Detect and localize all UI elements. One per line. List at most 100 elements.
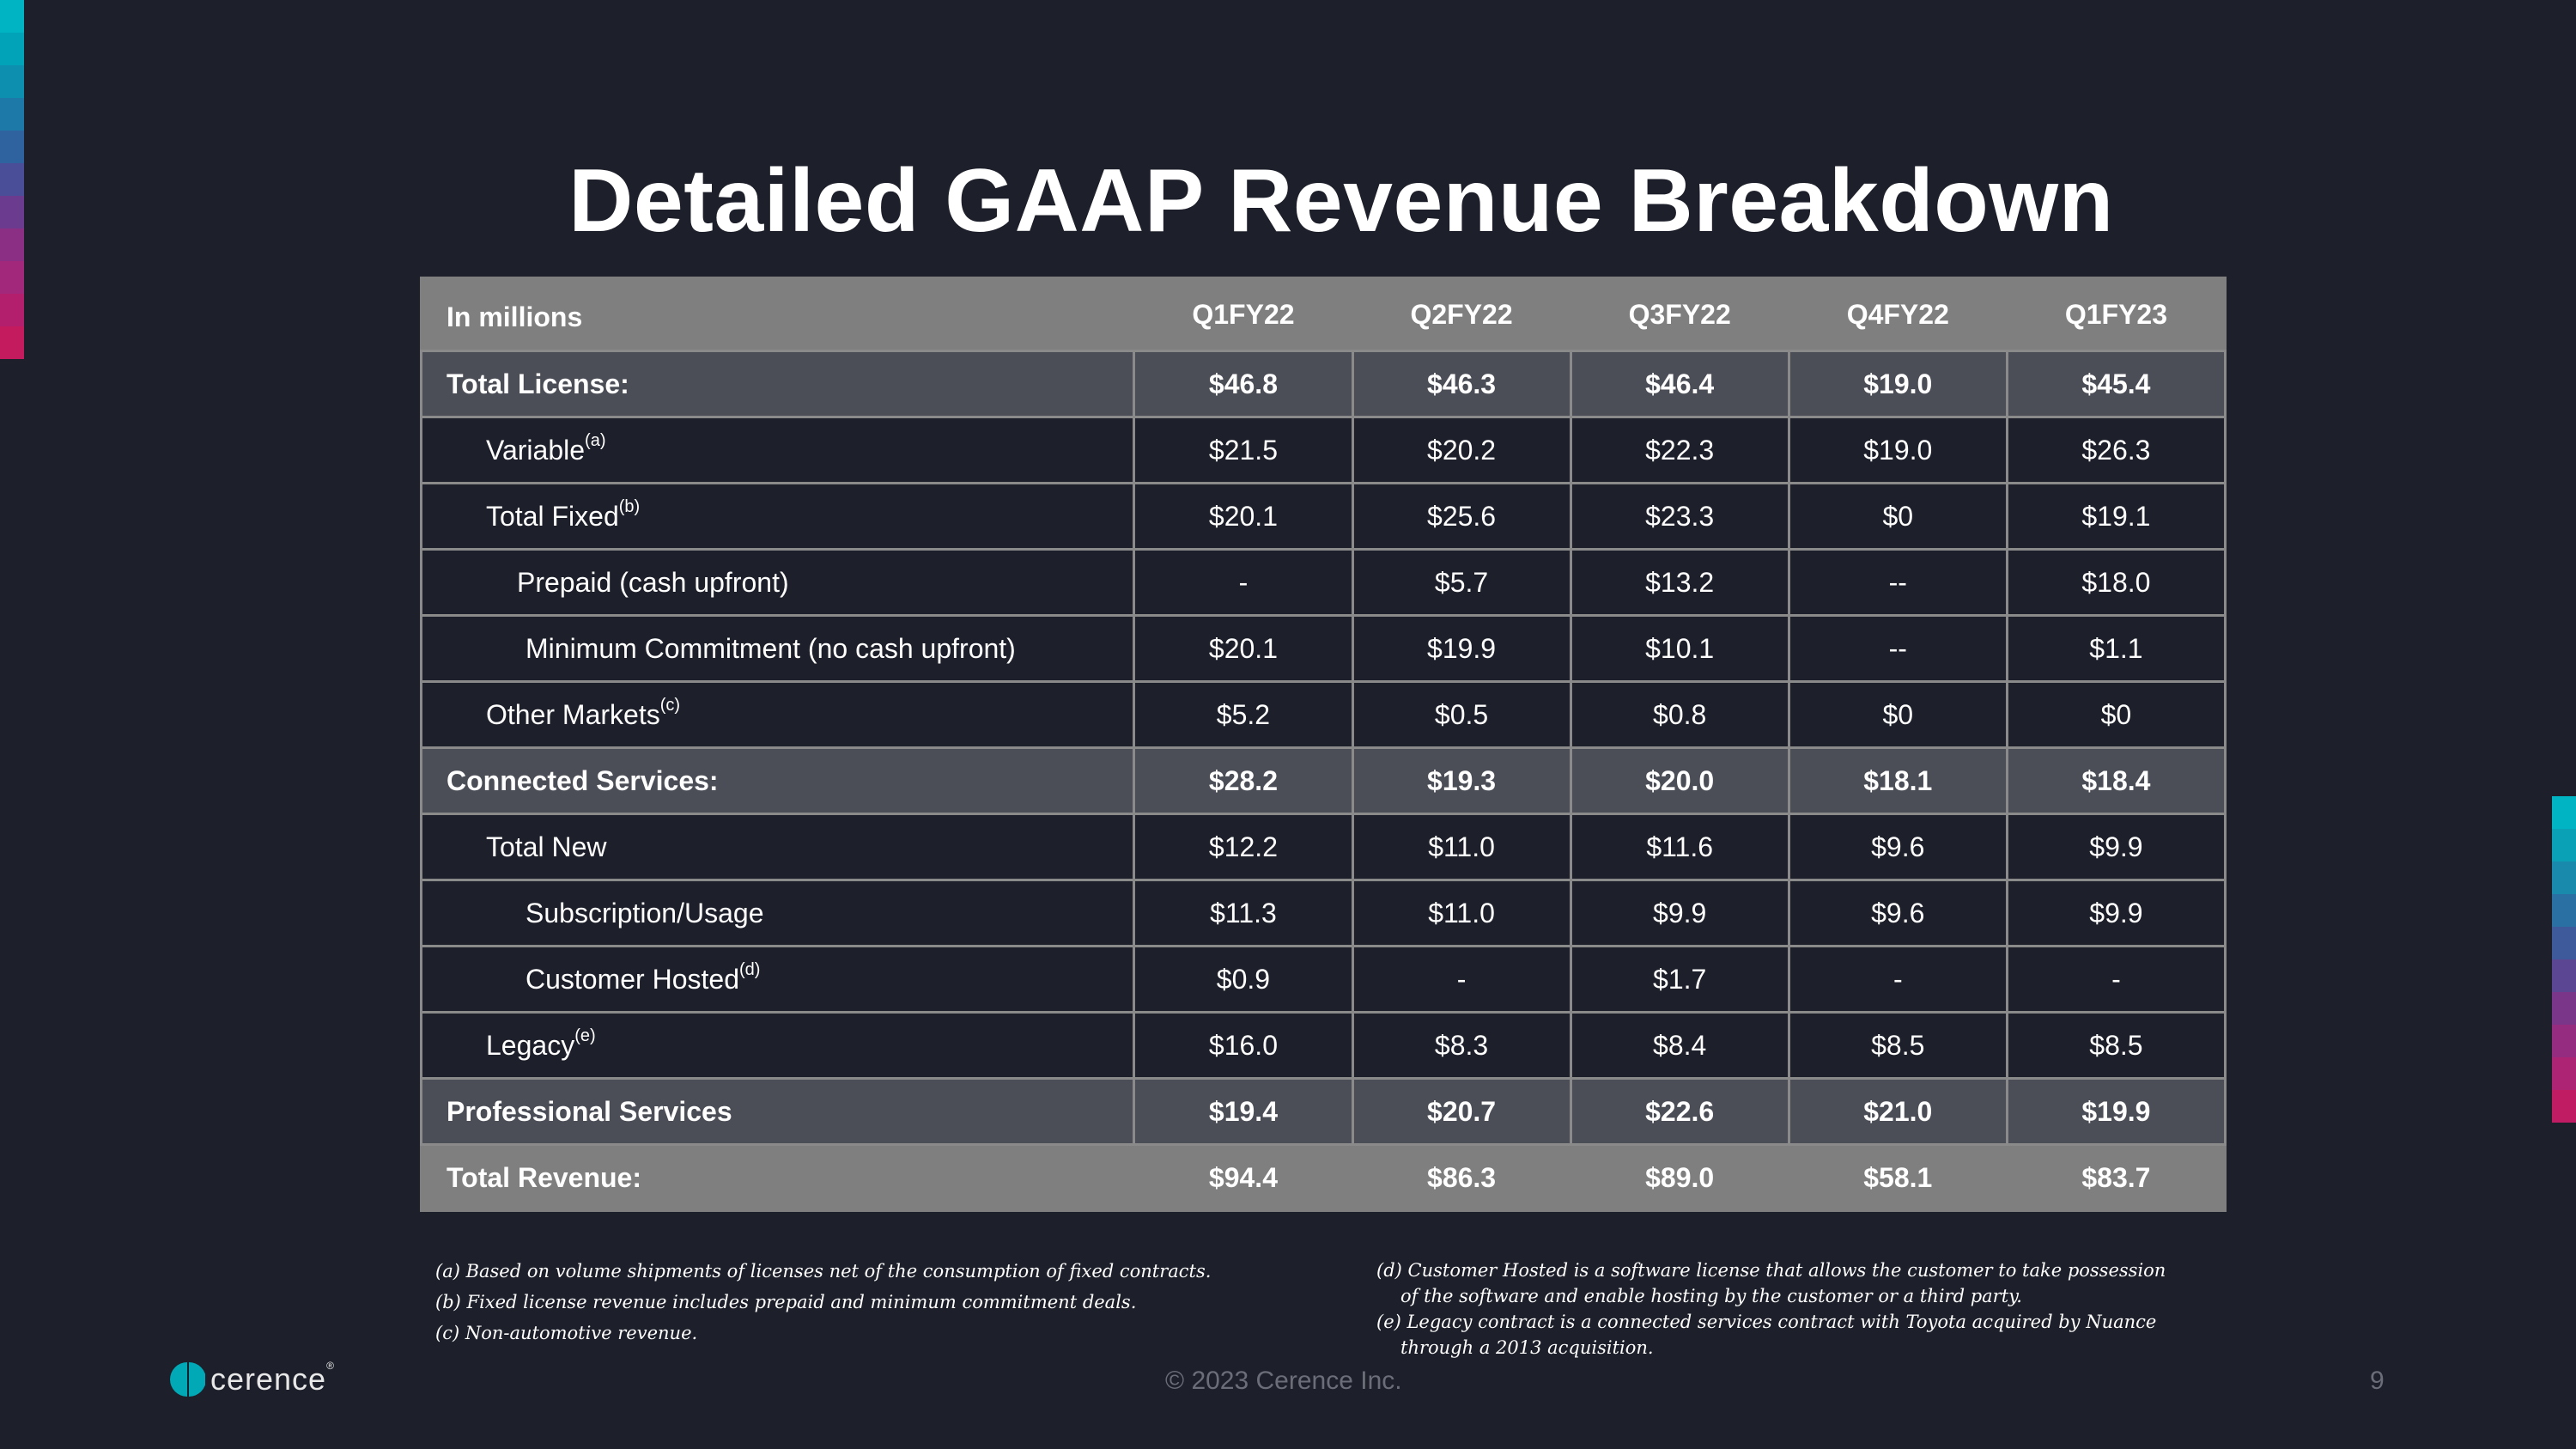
table-cell: $86.3 xyxy=(1351,1143,1572,1212)
footnote-continuation: of the software and enable hosting by th… xyxy=(1400,1286,2022,1306)
table-cell: $20.2 xyxy=(1351,416,1572,484)
table-cell: $9.6 xyxy=(1787,879,2008,947)
stripe-segment xyxy=(2552,1025,2576,1057)
table-cell: $18.0 xyxy=(2005,548,2227,617)
table-cell: $5.2 xyxy=(1133,680,1354,749)
table-cell: $20.1 xyxy=(1133,482,1354,551)
row-label: Total New xyxy=(419,813,1136,881)
copyright-text: © 2023 Cerence Inc. xyxy=(1165,1367,1402,1395)
table-row: Professional Services $19.4 $20.7 $22.6 $21.… xyxy=(419,1077,2227,1146)
row-label-text: Total New xyxy=(486,831,607,862)
logo-wordmark: cerence® xyxy=(210,1360,335,1397)
table-cell: $8.5 xyxy=(1787,1011,2008,1080)
column-header: Q2FY22 xyxy=(1351,277,1572,352)
footnote-continuation: through a 2013 acquisition. xyxy=(1400,1337,1654,1358)
row-label-text: Connected Services: xyxy=(447,764,719,796)
table-cell: $0 xyxy=(1787,680,2008,749)
table-cell: $94.4 xyxy=(1133,1143,1354,1212)
footnotes-left: (a) Based on volume shipments of license… xyxy=(435,1256,1211,1349)
cerence-logo: cerence® xyxy=(169,1360,335,1397)
footnote: (c) Non-automotive revenue. xyxy=(435,1323,698,1343)
row-label: Professional Services xyxy=(419,1077,1136,1146)
row-label: Connected Services: xyxy=(419,746,1136,815)
row-label-text: Total License: xyxy=(447,368,629,399)
table-cell: $8.4 xyxy=(1569,1011,1790,1080)
stripe-segment xyxy=(2552,1090,2576,1123)
footnotes-right: (d) Customer Hosted is a software licens… xyxy=(1376,1257,2166,1361)
table-cell: $19.1 xyxy=(2005,482,2227,551)
table-body: Total License: $46.8 $46.3 $46.4 $19.0 $45.4 V… xyxy=(419,350,2227,1212)
stripe-segment xyxy=(2552,829,2576,861)
table-cell: $19.0 xyxy=(1787,416,2008,484)
table-cell: $19.3 xyxy=(1351,746,1572,815)
stripe-segment xyxy=(0,228,24,261)
stripe-segment xyxy=(0,163,24,196)
table-cell: $0.9 xyxy=(1133,945,1354,1014)
row-label-text: Prepaid (cash upfront) xyxy=(517,566,789,598)
table-row: Total License: $46.8 $46.3 $46.4 $19.0 $45.4 xyxy=(419,350,2227,418)
table-cell: $28.2 xyxy=(1133,746,1354,815)
stripe-segment xyxy=(0,65,24,98)
table-cell: $26.3 xyxy=(2005,416,2227,484)
table-cell: $20.0 xyxy=(1569,746,1790,815)
table-cell: $0.5 xyxy=(1351,680,1572,749)
stripe-segment xyxy=(2552,796,2576,829)
table-cell: -- xyxy=(1787,548,2008,617)
table-cell: $22.6 xyxy=(1569,1077,1790,1146)
column-header: Q4FY22 xyxy=(1787,277,2008,352)
row-label-text: Total Fixed xyxy=(486,500,619,532)
page-number: 9 xyxy=(2370,1367,2385,1395)
table-cell: $18.4 xyxy=(2005,746,2227,815)
header-label: In millions xyxy=(419,277,1136,352)
table-row: Total Revenue: $94.4 $86.3 $89.0 $58.1 $83.7 xyxy=(419,1143,2227,1212)
footnote: (b) Fixed license revenue includes prepa… xyxy=(435,1292,1137,1312)
stripe-segment xyxy=(0,131,24,163)
table-cell: $46.8 xyxy=(1133,350,1354,418)
table-cell: $13.2 xyxy=(1569,548,1790,617)
row-label-text: Minimum Commitment (no cash upfront) xyxy=(526,632,1016,664)
stripe-segment xyxy=(0,294,24,326)
table-row: Minimum Commitment (no cash upfront) $20.… xyxy=(419,614,2227,683)
footnote: (a) Based on volume shipments of license… xyxy=(435,1261,1212,1282)
table-cell: $89.0 xyxy=(1569,1143,1790,1212)
stripe-segment xyxy=(2552,959,2576,992)
table-cell: $8.5 xyxy=(2005,1011,2227,1080)
table-cell: -- xyxy=(1787,614,2008,683)
logo-word-text: cerence xyxy=(210,1361,327,1397)
table-cell: $9.9 xyxy=(1569,879,1790,947)
stripe-segment xyxy=(2552,992,2576,1025)
table-row: Subscription/Usage $11.3 $11.0 $9.9 $9.6 $9.9 xyxy=(419,879,2227,947)
row-label: Legacy(e) xyxy=(419,1011,1136,1080)
table-cell: $23.3 xyxy=(1569,482,1790,551)
table-row: Variable(a) $21.5 $20.2 $22.3 $19.0 $26.3 xyxy=(419,416,2227,484)
stripe-segment xyxy=(2552,927,2576,959)
row-label-text: Subscription/Usage xyxy=(526,897,764,928)
stripe-segment xyxy=(0,33,24,65)
table-cell: $10.1 xyxy=(1569,614,1790,683)
table-cell: $19.9 xyxy=(2005,1077,2227,1146)
row-label: Variable(a) xyxy=(419,416,1136,484)
table-cell: $58.1 xyxy=(1787,1143,2008,1212)
footnote-marker: (d) xyxy=(738,959,761,979)
column-header: Q1FY22 xyxy=(1133,277,1354,352)
table-cell: $0.8 xyxy=(1569,680,1790,749)
row-label: Minimum Commitment (no cash upfront) xyxy=(419,614,1136,683)
row-label: Total Fixed(b) xyxy=(419,482,1136,551)
table-cell: - xyxy=(2005,945,2227,1014)
stripe-segment xyxy=(2552,861,2576,894)
table-cell: $9.6 xyxy=(1787,813,2008,881)
table-cell: $9.9 xyxy=(2005,879,2227,947)
table-cell: $11.0 xyxy=(1351,879,1572,947)
table-cell: $0 xyxy=(2005,680,2227,749)
stripe-segment xyxy=(0,98,24,131)
stripe-segment xyxy=(0,0,24,33)
table-cell: $8.3 xyxy=(1351,1011,1572,1080)
table-cell: $20.1 xyxy=(1133,614,1354,683)
row-label: Subscription/Usage xyxy=(419,879,1136,947)
table-cell: $9.9 xyxy=(2005,813,2227,881)
table-cell: $20.7 xyxy=(1351,1077,1572,1146)
row-label-text: Customer Hosted xyxy=(526,963,739,995)
table-cell: $19.9 xyxy=(1351,614,1572,683)
table-cell: $1.7 xyxy=(1569,945,1790,1014)
stripe-segment xyxy=(0,196,24,228)
